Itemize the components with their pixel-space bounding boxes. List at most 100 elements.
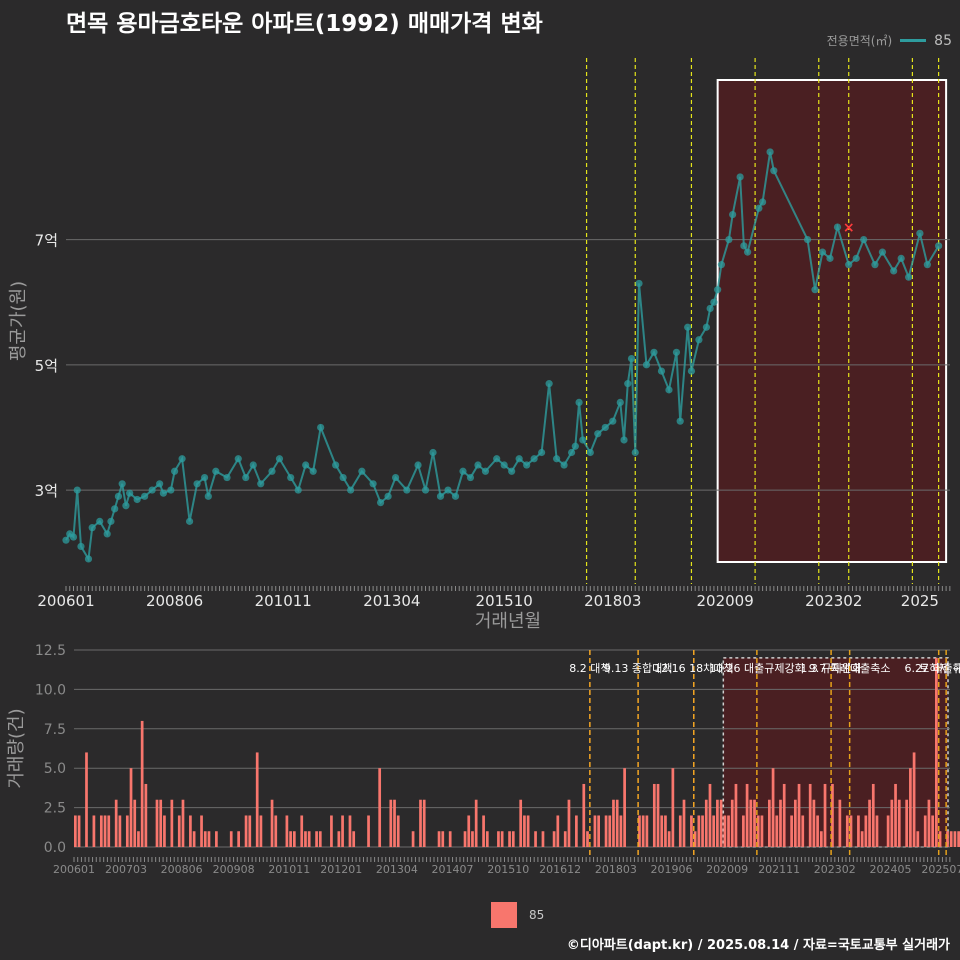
x-tick-label: 201510: [487, 863, 529, 876]
price-point: [684, 323, 692, 331]
volume-bar: [727, 815, 730, 847]
price-point: [421, 486, 430, 494]
price-point: [620, 436, 628, 444]
price-point: [897, 254, 905, 262]
price-point: [575, 398, 583, 407]
volume-bar: [890, 799, 894, 847]
price-point: [84, 555, 93, 563]
volume-bar: [396, 815, 400, 847]
price-point: [96, 517, 104, 525]
price-point: [627, 354, 636, 363]
price-point: [631, 448, 639, 457]
x-tick-label: 2025: [901, 592, 939, 610]
volume-bar: [237, 831, 241, 847]
volume-bar: [541, 831, 545, 847]
price-point: [466, 473, 475, 482]
volume-bar: [845, 815, 849, 847]
price-point: [729, 210, 737, 219]
volume-bar: [133, 799, 137, 847]
volume-bar: [441, 831, 445, 847]
price-point: [148, 486, 156, 494]
price-point: [234, 455, 242, 463]
x-tick-label: 201201: [320, 863, 362, 876]
volume-bar: [207, 831, 211, 847]
x-tick-label: 201906: [651, 863, 693, 876]
volume-bar: [597, 815, 600, 847]
legend-top-label: 85: [934, 32, 952, 49]
x-tick-label: 201612: [539, 863, 581, 876]
price-point: [833, 223, 842, 231]
volume-bar: [575, 815, 578, 847]
price-point: [916, 229, 924, 237]
x-tick-label: 202009: [697, 592, 754, 610]
price-point: [332, 461, 340, 469]
volume-bar: [957, 831, 960, 847]
volume-bar: [586, 831, 589, 847]
volume-bar: [508, 831, 511, 847]
volume-bar: [92, 815, 96, 847]
volume-bar: [300, 815, 304, 847]
price-point: [714, 286, 722, 294]
volume-bar: [523, 815, 526, 847]
price-point: [852, 254, 860, 262]
price-point: [403, 486, 411, 494]
price-point: [860, 235, 868, 244]
volume-bar: [352, 831, 356, 847]
volume-bar: [953, 831, 957, 847]
price-point: [114, 492, 123, 500]
volume-bar: [909, 768, 912, 847]
price-point: [508, 467, 516, 475]
volume-bar: [704, 799, 708, 847]
price-point: [665, 386, 673, 394]
legend-top: 전용면적(㎡) 85: [827, 32, 952, 49]
volume-bar: [671, 768, 675, 847]
price-point: [803, 235, 812, 244]
price-point: [586, 448, 594, 457]
volume-bar: [552, 831, 556, 847]
price-point: [451, 492, 460, 500]
x-axis-title: 거래년월: [475, 611, 541, 632]
volume-bar: [608, 815, 612, 847]
price-point: [755, 204, 763, 212]
volume-bar: [793, 799, 797, 847]
x-tick-label: 202111: [758, 863, 800, 876]
volume-bar: [816, 815, 819, 847]
volume-bar: [192, 831, 196, 847]
highlight-period-box: [716, 79, 948, 563]
price-point: [88, 524, 96, 532]
volume-bar: [749, 799, 753, 847]
volume-bar: [779, 799, 782, 847]
volume-bar: [801, 815, 805, 847]
price-point: [635, 279, 643, 288]
volume-bar: [367, 815, 370, 847]
annotation-label: 8.2 대책: [569, 662, 610, 675]
volume-bar: [307, 831, 311, 847]
price-point: [500, 461, 508, 469]
annotation-label: 토허제 해제: [919, 661, 960, 675]
x-tick-label: 201011: [268, 863, 310, 876]
y-tick-label: 12.5: [35, 643, 66, 659]
volume-bar: [660, 815, 664, 847]
chart-title: 면목 용마금호타운 아파트(1992) 매매가격 변화: [66, 11, 543, 37]
volume-bar: [448, 831, 452, 847]
price-point: [111, 505, 119, 513]
annotation-label: 10.26 대출규제강화: [709, 662, 805, 675]
volume-bar: [378, 768, 382, 847]
volume-bar: [155, 799, 159, 847]
price-point: [650, 348, 658, 356]
volume-bar: [315, 831, 318, 847]
volume-bar: [129, 768, 133, 847]
volume-bar: [593, 815, 597, 847]
price-point: [594, 430, 602, 438]
price-point: [294, 486, 302, 494]
volume-bar: [797, 783, 801, 847]
y-axis-title: 평균가(원): [8, 281, 29, 361]
annotation-label: 12.16 18차대책: [654, 662, 733, 675]
price-point: [515, 455, 523, 463]
price-point: [77, 542, 85, 551]
volume-bar: [931, 815, 935, 847]
price-point: [171, 467, 179, 475]
volume-bar: [77, 815, 81, 847]
volume-bar: [678, 815, 682, 847]
y-axis-title: 거래량(건): [6, 708, 27, 788]
